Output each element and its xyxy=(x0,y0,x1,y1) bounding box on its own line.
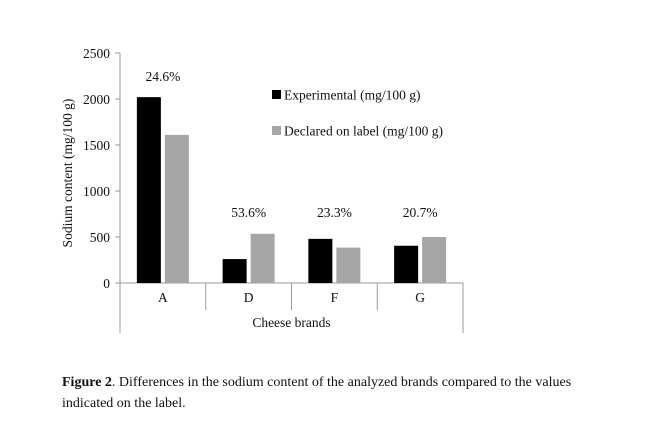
bar-declared-F xyxy=(336,247,361,283)
legend-label: Declared on label (mg/100 g) xyxy=(284,124,443,139)
legend-label: Experimental (mg/100 g) xyxy=(284,88,420,103)
bar-experimental-D xyxy=(222,259,247,283)
y-tick-label: 1000 xyxy=(83,184,110,199)
x-axis-label: Cheese brands xyxy=(252,315,330,330)
y-tick-label: 2000 xyxy=(83,92,110,107)
difference-label: 23.3% xyxy=(317,205,352,220)
y-tick-label: 1500 xyxy=(83,138,110,153)
y-tick-label: 0 xyxy=(103,276,110,291)
bar-chart: 0 500 1000 1500 2000 2500 Sodium content (mg/1… xyxy=(60,46,464,333)
legend-swatch xyxy=(272,90,281,99)
y-tick-label: 2500 xyxy=(83,46,110,61)
difference-label: 24.6% xyxy=(145,69,180,84)
y-tick-label: 500 xyxy=(90,230,111,245)
difference-label: 20.7% xyxy=(403,205,438,220)
figure-caption: Figure 2. Differences in the sodium cont… xyxy=(62,372,622,414)
y-axis-label: Sodium content (mg/100 g) xyxy=(60,99,75,248)
bar-experimental-A xyxy=(136,97,161,283)
x-tick-label: A xyxy=(158,290,168,305)
bar-declared-G xyxy=(422,237,447,283)
x-tick-label: D xyxy=(244,290,254,305)
x-tick-label: G xyxy=(415,290,425,305)
bar-experimental-F xyxy=(308,238,333,283)
bar-experimental-G xyxy=(394,245,419,283)
caption-text: . Differences in the sodium content of t… xyxy=(62,375,572,411)
figure-label: Figure 2 xyxy=(62,375,112,390)
x-tick-label: F xyxy=(331,290,339,305)
difference-label: 53.6% xyxy=(231,205,266,220)
bar-declared-A xyxy=(164,134,189,283)
legend-swatch xyxy=(272,126,281,135)
bar-declared-D xyxy=(250,233,275,283)
